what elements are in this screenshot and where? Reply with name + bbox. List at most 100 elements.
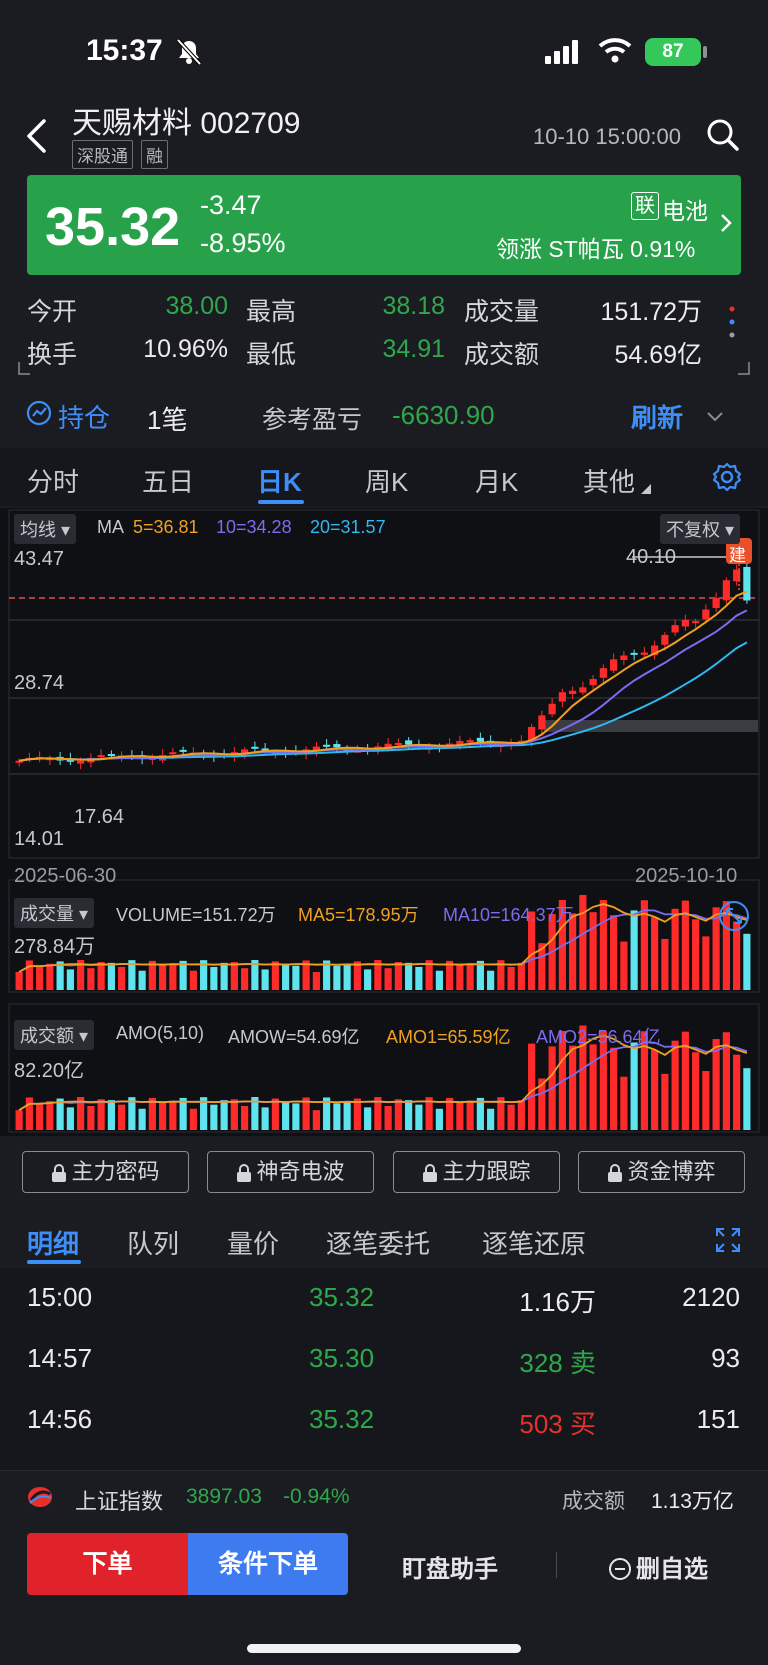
tab-five-day[interactable]: 五日 bbox=[142, 467, 195, 497]
volume-bar bbox=[538, 943, 546, 990]
amount-amow: AMOW=54.69亿 bbox=[228, 1027, 360, 1047]
tag-shenzhen-connect: 深股通 bbox=[72, 140, 133, 169]
sector-leader[interactable]: 领涨 ST帕瓦 0.91% bbox=[496, 236, 696, 262]
amount-bar bbox=[312, 1110, 320, 1130]
index-bar[interactable] bbox=[0, 1470, 768, 1526]
volume-bar bbox=[394, 962, 402, 990]
amount-bar bbox=[610, 1047, 618, 1130]
candle-body bbox=[569, 690, 577, 694]
more-dots-icon[interactable] bbox=[728, 304, 736, 345]
price-banner[interactable] bbox=[27, 175, 741, 275]
volume-bar bbox=[671, 908, 679, 990]
amount-bar bbox=[46, 1101, 54, 1130]
volume-bar bbox=[733, 921, 741, 990]
detail-tab-volume-price[interactable]: 量价 bbox=[227, 1229, 280, 1259]
amount-bar bbox=[620, 1076, 628, 1130]
adjust-selector[interactable]: 不复权 ▾ bbox=[660, 514, 741, 544]
volume-bar bbox=[384, 968, 392, 990]
ma5-value: 5=36.81 bbox=[133, 517, 199, 537]
tab-monthly-k[interactable]: 月K bbox=[475, 467, 519, 497]
detail-tab-reconstruct[interactable]: 逐笔还原 bbox=[482, 1229, 587, 1259]
candle-body bbox=[446, 743, 454, 746]
place-order-button[interactable]: 下单 bbox=[27, 1533, 188, 1595]
trade-count: 2120 bbox=[682, 1282, 740, 1312]
volume-bar bbox=[271, 961, 279, 990]
quote-datetime: 10-10 15:00:00 bbox=[533, 124, 682, 149]
amount-bar bbox=[292, 1103, 300, 1130]
volume-selector[interactable]: 成交量 ▾ bbox=[14, 898, 95, 928]
candle-body bbox=[538, 715, 546, 730]
position-chart-icon bbox=[26, 400, 52, 431]
market-amount-label: 成交额 bbox=[562, 1490, 625, 1513]
volume-bar bbox=[589, 912, 597, 990]
detail-tab-queue[interactable]: 队列 bbox=[127, 1229, 180, 1259]
date-end: 2025-10-10 bbox=[635, 865, 738, 887]
amount-selector-label: 成交额 bbox=[20, 1026, 74, 1046]
remove-watchlist-button[interactable]: 删自选 bbox=[608, 1549, 708, 1584]
detail-tab-orders[interactable]: 逐笔委托 bbox=[326, 1229, 431, 1259]
volume-selector-label: 成交量 bbox=[20, 904, 74, 924]
tab-weekly-k[interactable]: 周K bbox=[365, 467, 409, 497]
tool-label: 资金博弈 bbox=[627, 1159, 716, 1184]
candle-body bbox=[517, 740, 525, 743]
amount-bar bbox=[579, 1025, 587, 1130]
amount-bar bbox=[528, 1043, 536, 1130]
refresh-button[interactable]: 刷新 bbox=[631, 403, 684, 433]
candle-body bbox=[169, 752, 177, 755]
chart-area[interactable] bbox=[0, 508, 768, 1136]
amount-selector[interactable]: 成交额 ▾ bbox=[14, 1020, 95, 1050]
tool-main-force-track[interactable]: 主力跟踪 bbox=[393, 1151, 560, 1193]
lock-icon bbox=[52, 1164, 67, 1182]
volume-bar bbox=[46, 963, 54, 990]
amount-bar bbox=[394, 1099, 402, 1130]
candle-body bbox=[97, 755, 105, 758]
stat-value-high: 38.18 bbox=[382, 292, 445, 320]
amount-bar bbox=[87, 1105, 95, 1130]
chevron-down-icon[interactable] bbox=[706, 410, 724, 428]
volume-bar bbox=[128, 960, 136, 990]
ma10-line bbox=[18, 609, 748, 762]
search-icon[interactable] bbox=[706, 118, 740, 157]
amount-bar bbox=[405, 1100, 413, 1130]
trade-count: 151 bbox=[696, 1404, 740, 1434]
gear-icon[interactable] bbox=[712, 462, 742, 497]
tool-main-force-code[interactable]: 主力密码 bbox=[22, 1151, 189, 1193]
tool-capital-game[interactable]: 资金博弈 bbox=[578, 1151, 745, 1193]
kline-chart[interactable] bbox=[0, 508, 768, 1136]
volume-bar bbox=[159, 964, 167, 990]
volume-bar bbox=[179, 960, 187, 990]
volume-bar bbox=[702, 936, 710, 990]
detail-tab-ticks[interactable]: 明细 bbox=[27, 1229, 80, 1259]
ma-selector[interactable]: 均线 ▾ bbox=[14, 514, 77, 544]
trade-list[interactable] bbox=[0, 1268, 768, 1470]
volume-bar bbox=[77, 960, 85, 990]
chevron-right-icon[interactable] bbox=[720, 213, 732, 238]
tab-daily-k[interactable]: 日K bbox=[257, 467, 302, 497]
price-change: -3.47 bbox=[200, 190, 262, 220]
watch-assistant-button[interactable]: 盯盘助手 bbox=[402, 1556, 498, 1583]
tool-magic-wave[interactable]: 神奇电波 bbox=[207, 1151, 374, 1193]
volume-bar bbox=[661, 938, 669, 990]
position-label[interactable]: 持仓 bbox=[58, 403, 111, 433]
volume-bar bbox=[97, 962, 105, 990]
candle-body bbox=[528, 726, 536, 742]
y-axis-mid: 28.74 bbox=[14, 672, 65, 694]
build-flag-label: 建 bbox=[729, 546, 746, 565]
volume-ma10-value: MA10=164.37万 bbox=[443, 905, 574, 925]
candle-body bbox=[77, 760, 85, 764]
conditional-order-button[interactable]: 条件下单 bbox=[188, 1533, 348, 1595]
tab-other[interactable]: 其他 bbox=[583, 467, 636, 497]
low-price-mark: 17.64 bbox=[74, 806, 125, 828]
amount-bar bbox=[230, 1099, 238, 1130]
home-indicator bbox=[247, 1644, 521, 1653]
back-chevron-icon[interactable] bbox=[24, 118, 50, 159]
expand-circle-icon[interactable] bbox=[718, 900, 750, 937]
sector-name[interactable]: 电池 bbox=[662, 198, 708, 224]
amount-y-top: 82.20亿 bbox=[14, 1060, 85, 1082]
tab-intraday[interactable]: 分时 bbox=[27, 467, 80, 497]
amount-bar bbox=[25, 1097, 33, 1130]
battery-cap bbox=[703, 46, 707, 58]
volume-bar bbox=[138, 970, 146, 990]
volume-value: VOLUME=151.72万 bbox=[116, 905, 276, 925]
fullscreen-icon[interactable] bbox=[714, 1226, 742, 1259]
